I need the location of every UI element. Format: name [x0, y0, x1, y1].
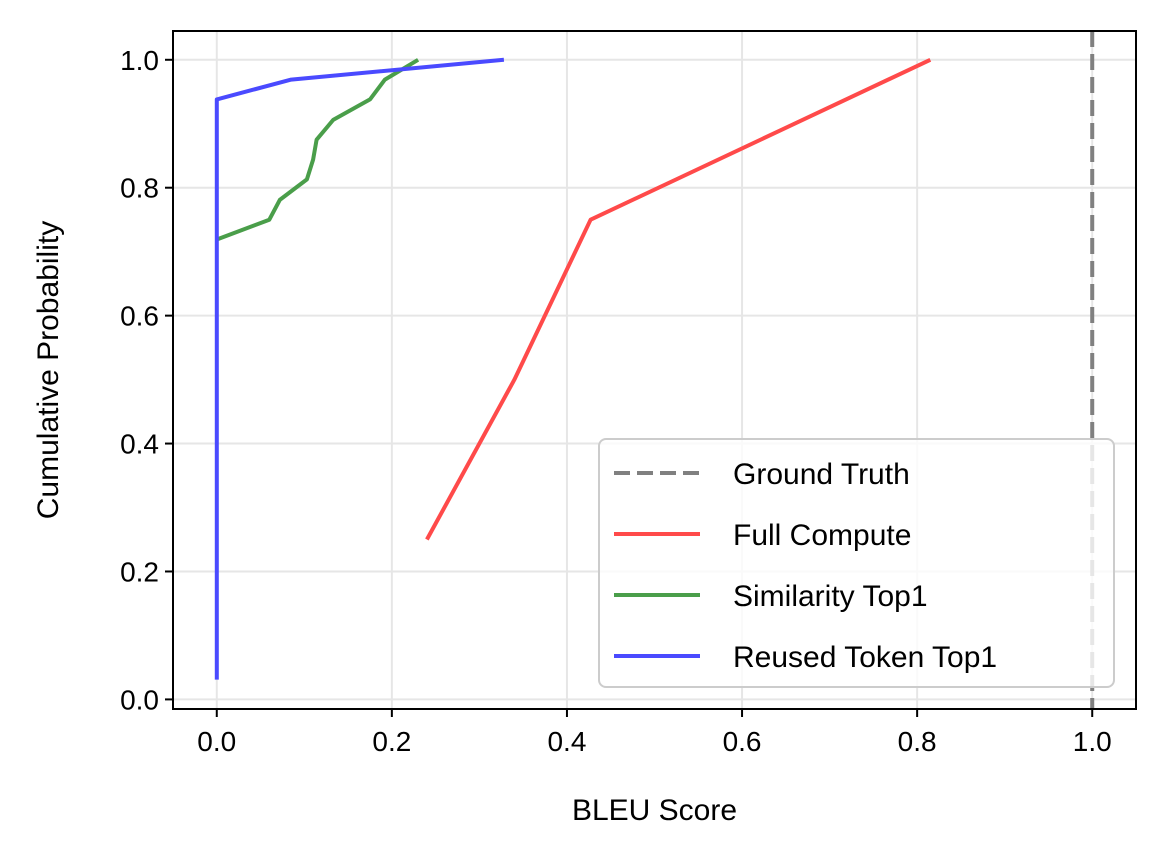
y-tick-label: 0.8	[120, 173, 159, 204]
series-line-full-compute	[425, 57, 932, 541]
plot-frame	[172, 30, 1137, 710]
series-line-similarity-top1	[216, 58, 420, 242]
x-tick-label: 0.6	[723, 726, 762, 757]
x-tick-label: 0.2	[372, 726, 411, 757]
legend: Ground Truth Full Compute Similarity Top1 R…	[598, 438, 1115, 688]
series-line-reused-token-top1	[214, 57, 505, 680]
legend-label: Reused Token Top1	[733, 641, 997, 674]
x-axis-label: BLEU Score	[572, 794, 737, 827]
x-tick-label: 0.4	[547, 726, 586, 757]
legend-label: Ground Truth	[733, 458, 910, 491]
x-tick-label: 1.0	[1073, 726, 1112, 757]
y-axis-label: Cumulative Probability	[32, 221, 65, 519]
x-tick-label: 0.0	[197, 726, 236, 757]
tick-layer: 0.0 0.2 0.4 0.6 0.8 1.0 0.0 0.2 0.4 0.6 0.8 1.0	[120, 45, 1112, 757]
legend-label: Similarity Top1	[733, 580, 928, 613]
y-tick-label: 1.0	[120, 45, 159, 76]
legend-box	[598, 438, 1115, 688]
y-tick-label: 0.2	[120, 556, 159, 587]
y-tick-label: 0.4	[120, 429, 159, 460]
x-tick-label: 0.8	[898, 726, 937, 757]
y-tick-label: 0.6	[120, 301, 159, 332]
y-tick-label: 0.0	[120, 684, 159, 715]
legend-label: Full Compute	[733, 519, 911, 552]
